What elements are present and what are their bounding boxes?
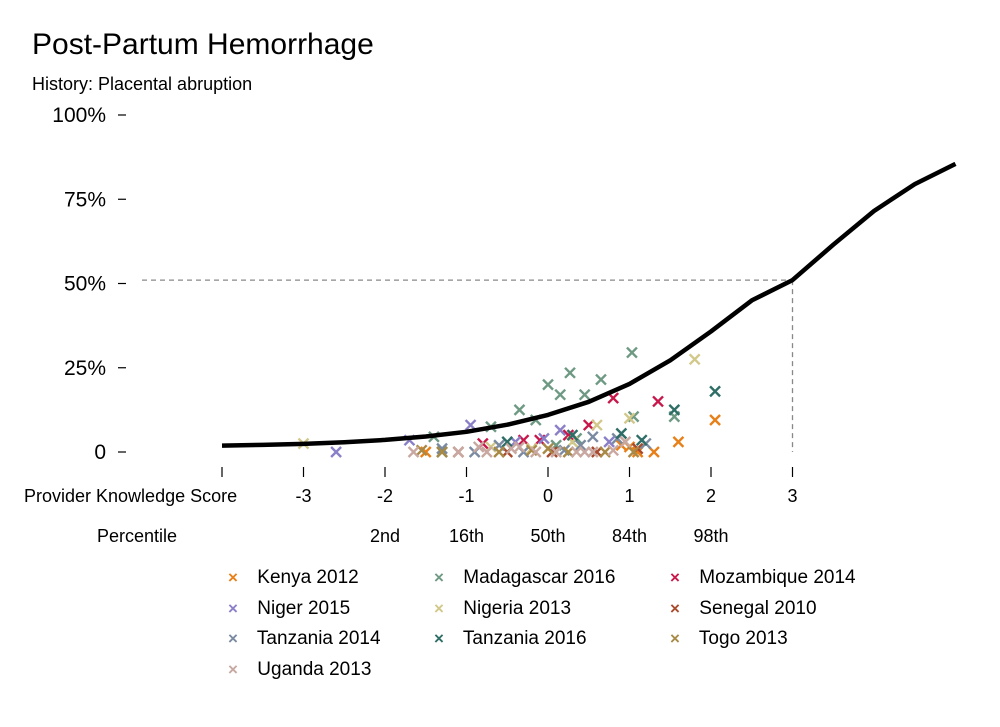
legend-item: × Kenya 2012	[228, 567, 359, 595]
scatter-point	[578, 388, 591, 401]
scatter-point	[493, 446, 505, 458]
scatter-point	[513, 441, 526, 453]
scatter-point	[688, 353, 701, 366]
y-tick-label: 75%	[64, 188, 106, 211]
scatter-point	[574, 439, 587, 452]
fitted-curve	[221, 161, 957, 448]
scatter-point	[566, 429, 579, 441]
x-tick-label: 1	[624, 486, 634, 506]
scatter-point	[542, 378, 554, 391]
percentile-tick-label: 16th	[449, 526, 484, 546]
scatter-point	[672, 436, 685, 448]
scatter-point	[652, 395, 664, 408]
chart-title: Post-Partum Hemorrhage	[32, 28, 374, 61]
scatter-point	[709, 414, 721, 426]
scatter-point	[452, 446, 465, 458]
legend-marker-icon: ×	[228, 629, 238, 648]
legend-label: Kenya 2012	[252, 567, 359, 588]
legend-item: × Mozambique 2014	[670, 567, 856, 595]
legend-item: × Togo 2013	[670, 628, 788, 656]
percentile-tick-label: 98th	[693, 526, 728, 546]
legend-marker-icon: ×	[228, 568, 238, 587]
scatter-point	[513, 404, 526, 416]
legend-marker-icon: ×	[228, 598, 238, 618]
legend-marker-icon: ×	[434, 568, 444, 587]
legend-label: Madagascar 2016	[458, 567, 616, 588]
scatter-point	[591, 419, 603, 431]
y-tick-label: 100%	[52, 104, 106, 127]
scatter-point	[626, 346, 638, 359]
legend-item: × Nigeria 2013	[434, 598, 571, 626]
scatter-point	[607, 444, 620, 457]
legend-label: Tanzania 2016	[458, 628, 587, 649]
scatter-point	[554, 424, 567, 436]
scatter-point	[709, 385, 721, 398]
scatter-point	[538, 432, 550, 445]
y-tick-label: 50%	[64, 273, 106, 296]
y-tick-label: 0	[94, 441, 106, 464]
scatter-point	[562, 429, 575, 441]
x-tick-label: 0	[543, 486, 553, 506]
x-tick-label: -2	[377, 486, 393, 506]
percentile-axis-label: Percentile	[97, 526, 177, 546]
legend-item: × Senegal 2010	[670, 598, 817, 626]
percentile-tick-label: 84th	[612, 526, 647, 546]
scatter-point	[501, 436, 514, 448]
legend-item: × Uganda 2013	[228, 659, 371, 687]
legend-label: Tanzania 2014	[252, 628, 381, 649]
percentile-tick-label: 50th	[530, 526, 565, 546]
legend-marker-icon: ×	[434, 629, 444, 648]
scatter-point	[627, 446, 640, 458]
scatter-point	[550, 446, 562, 458]
legend-label: Uganda 2013	[252, 658, 372, 680]
scatter-point	[436, 442, 448, 455]
x-axis-label: Provider Knowledge Score	[24, 486, 237, 506]
scatter-point	[623, 412, 636, 425]
legend-item: × Tanzania 2016	[434, 628, 587, 656]
scatter-point	[635, 434, 648, 447]
legend-label: Mozambique 2014	[694, 567, 856, 588]
legend-marker-icon: ×	[228, 659, 238, 679]
percentile-tick-label: 2nd	[370, 526, 400, 546]
x-tick-label: -3	[295, 486, 311, 506]
legend-marker-icon: ×	[670, 568, 680, 587]
scatter-point	[603, 436, 615, 448]
scatter-point	[595, 373, 607, 386]
legend-label: Togo 2013	[694, 628, 788, 649]
scatter-point	[529, 446, 542, 458]
x-tick-label: 2	[706, 486, 716, 506]
scatter-point	[542, 442, 554, 455]
scatter-point	[619, 436, 632, 448]
legend-label: Senegal 2010	[694, 597, 817, 619]
x-tick-label: -1	[458, 486, 474, 506]
legend-label: Niger 2015	[252, 597, 351, 619]
scatter-point	[472, 441, 485, 453]
legend-marker-icon: ×	[670, 598, 680, 618]
scatter-point	[564, 366, 576, 379]
y-tick-label: 25%	[64, 357, 106, 380]
scatter-point	[554, 388, 567, 401]
scatter-point	[407, 446, 420, 458]
scatter-point	[586, 430, 599, 443]
scatter-point	[578, 446, 591, 458]
legend-item: × Tanzania 2014	[228, 628, 381, 656]
legend-item: × Madagascar 2016	[434, 567, 615, 595]
x-tick-label: 3	[787, 486, 797, 506]
scatter-point	[615, 427, 628, 440]
legend-item: × Niger 2015	[228, 598, 350, 626]
scatter-point	[436, 446, 448, 458]
legend-marker-icon: ×	[434, 598, 444, 618]
scatter-point	[481, 446, 493, 458]
legend-marker-icon: ×	[670, 629, 680, 648]
chart-subtitle: History: Placental abruption	[32, 74, 253, 94]
legend-label: Nigeria 2013	[458, 597, 572, 619]
scatter-point	[330, 446, 342, 458]
scatter-point	[668, 404, 681, 416]
